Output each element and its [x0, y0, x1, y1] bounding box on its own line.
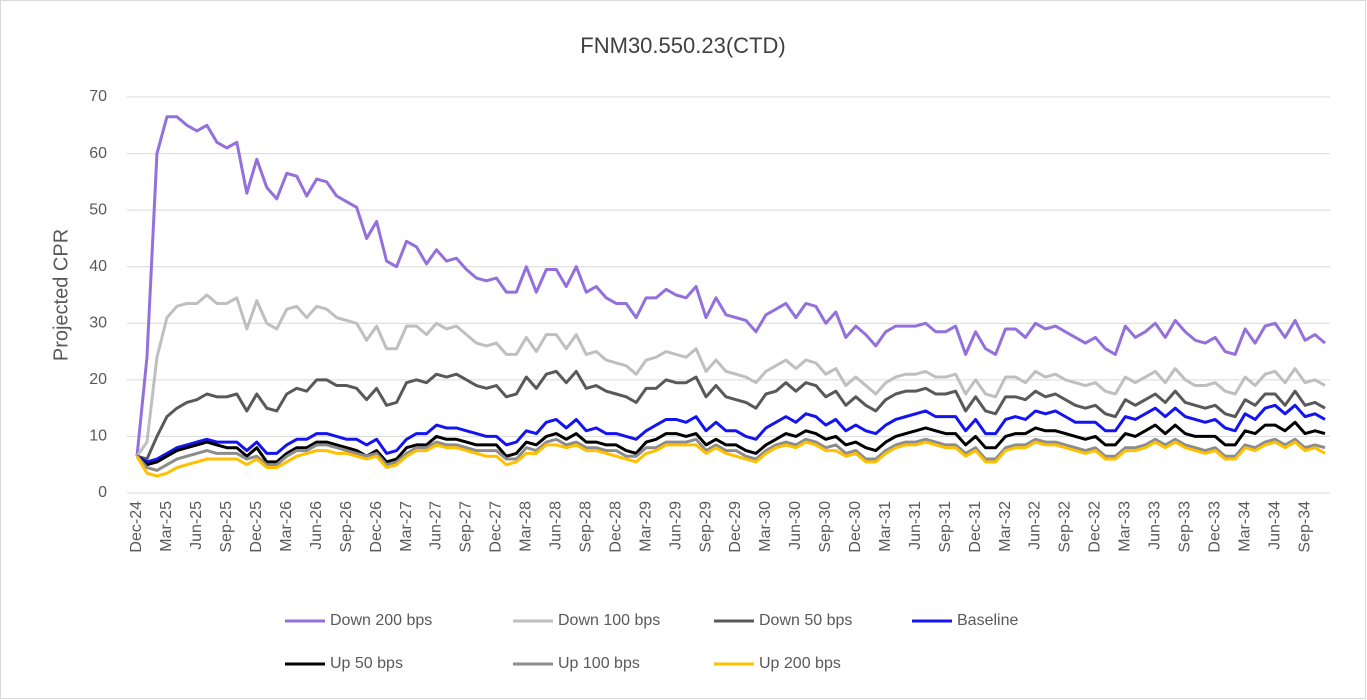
- x-tick-label: Mar-33: [1117, 501, 1134, 552]
- x-tick-label: Dec-24: [128, 501, 145, 553]
- x-tick-label: Jun-31: [907, 501, 924, 550]
- legend-label: Down 50 bps: [759, 612, 852, 629]
- series-line: [136, 420, 1326, 467]
- x-tick-label: Sep-32: [1057, 501, 1074, 553]
- series-line: [136, 369, 1326, 461]
- x-tick-label: Sep-33: [1176, 501, 1193, 553]
- x-tick-label: Jun-30: [787, 501, 804, 550]
- x-tick-label: Mar-34: [1236, 501, 1253, 552]
- series-line: [135, 440, 1326, 478]
- legend-label: Up 50 bps: [330, 655, 403, 672]
- legend-label: Baseline: [957, 612, 1018, 629]
- x-tick-label: Dec-27: [488, 501, 505, 553]
- y-tick-label: 30: [89, 315, 107, 332]
- x-tick-label: Mar-25: [158, 501, 175, 552]
- series-line: [135, 115, 1326, 457]
- x-tick-label: Jun-28: [548, 501, 565, 550]
- y-axis-title: Projected CPR: [50, 229, 72, 361]
- x-tick-label: Jun-32: [1027, 501, 1044, 550]
- series-line: [135, 293, 1326, 458]
- x-tick-label: Sep-34: [1296, 501, 1313, 553]
- x-tick-label: Dec-25: [248, 501, 265, 553]
- series-line: [135, 437, 1326, 472]
- x-tick-label: Sep-31: [937, 501, 954, 553]
- y-tick-label: 60: [89, 145, 107, 162]
- x-tick-label: Sep-28: [577, 501, 594, 553]
- x-tick-label: Mar-27: [398, 501, 415, 552]
- x-tick-label: Dec-33: [1206, 501, 1223, 553]
- x-tick-label: Sep-26: [338, 501, 355, 553]
- legend-label: Down 200 bps: [330, 612, 432, 629]
- y-tick-label: 0: [98, 484, 107, 501]
- x-tick-label: Mar-29: [637, 501, 654, 552]
- y-tick-label: 20: [89, 371, 107, 388]
- legend-label: Up 200 bps: [759, 655, 841, 672]
- x-tick-label: Dec-31: [967, 501, 984, 553]
- x-tick-label: Dec-32: [1087, 501, 1104, 553]
- y-tick-label: 10: [89, 428, 107, 445]
- legend-label: Down 100 bps: [558, 612, 660, 629]
- legend-label: Up 100 bps: [558, 655, 640, 672]
- x-tick-label: Jun-27: [428, 501, 445, 550]
- x-tick-label: Jun-33: [1147, 501, 1164, 550]
- x-tick-label: Jun-29: [667, 501, 684, 550]
- x-tick-label: Mar-30: [757, 501, 774, 552]
- series-line: [136, 403, 1326, 464]
- x-tick-label: Mar-26: [278, 501, 295, 552]
- x-tick-label: Mar-32: [997, 501, 1014, 552]
- chart-title: FNM30.550.23(CTD): [580, 33, 785, 58]
- x-tick-label: Dec-29: [727, 501, 744, 553]
- x-tick-label: Jun-25: [188, 501, 205, 550]
- x-tick-label: Dec-30: [847, 501, 864, 553]
- x-tick-label: Mar-28: [518, 501, 535, 552]
- x-tick-label: Jun-26: [308, 501, 325, 550]
- x-tick-label: Dec-26: [368, 501, 385, 553]
- x-tick-label: Sep-30: [817, 501, 834, 553]
- y-tick-label: 40: [89, 258, 107, 275]
- x-tick-label: Dec-28: [607, 501, 624, 553]
- x-tick-label: Sep-29: [697, 501, 714, 553]
- x-tick-label: Sep-25: [218, 501, 235, 553]
- y-tick-label: 50: [89, 201, 107, 218]
- x-tick-label: Mar-31: [877, 501, 894, 552]
- x-tick-label: Jun-34: [1266, 501, 1283, 550]
- x-tick-label: Sep-27: [458, 501, 475, 553]
- y-tick-label: 70: [89, 88, 107, 105]
